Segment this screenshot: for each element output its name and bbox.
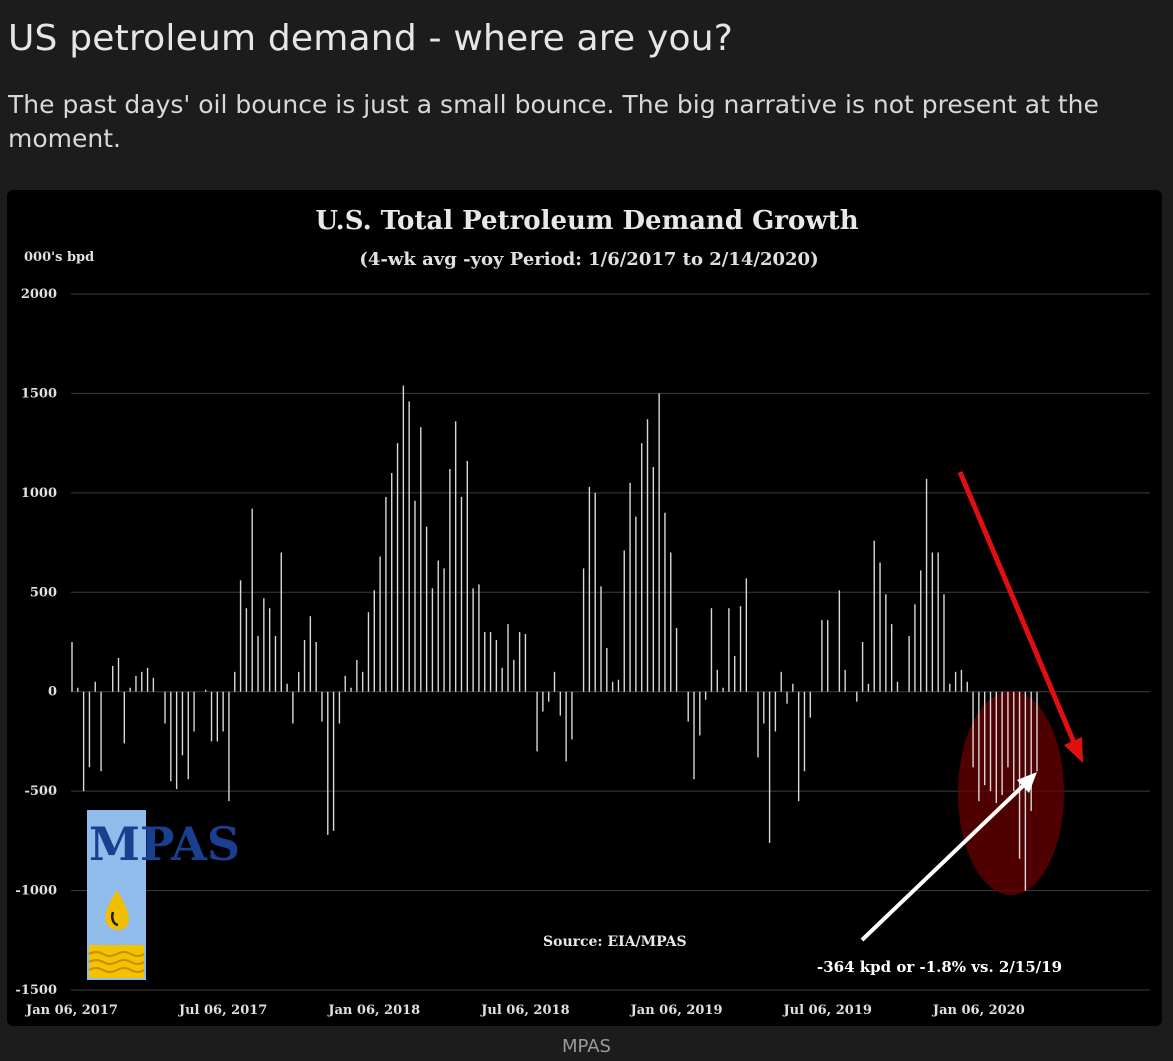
mpas-logo: MPAS — [87, 810, 240, 980]
demand-growth-chart: 2000 1500 1000 500 0 -500 -1000 -1500 Jan 06, 2… — [15, 206, 1150, 1018]
trend-arrow — [957, 471, 1083, 763]
image-caption: MPAS — [562, 1036, 611, 1057]
annotation-arrow — [860, 772, 1037, 942]
annotation-text: -364 kpd or -1.8% vs. 2/15/19 — [817, 958, 1062, 976]
chart-panel: 2000 1500 1000 500 0 -500 -1000 -1500 Jan 06, 2… — [7, 190, 1162, 1026]
chart-title: U.S. Total Petroleum Demand Growth — [315, 206, 858, 236]
y-tick-label: 0 — [48, 685, 57, 700]
y-tick-label: 1500 — [21, 386, 57, 401]
x-tick-label: Jul 06, 2017 — [178, 1003, 267, 1018]
x-tick-labels: Jan 06, 2017 Jul 06, 2017 Jan 06, 2018 Jul … — [25, 1003, 1025, 1018]
y-tick-label: 1000 — [21, 486, 57, 501]
y-tick-label: -1500 — [15, 983, 57, 998]
article-deck: The past days' oil bounce is just a smal… — [8, 90, 1099, 153]
gridlines — [71, 293, 1150, 991]
x-tick-label: Jul 06, 2019 — [783, 1003, 872, 1018]
y-tick-label: -1000 — [15, 884, 57, 899]
chart-subtitle: (4-wk avg -yoy Period: 1/6/2017 to 2/14/… — [359, 249, 818, 270]
bar-series-highlighted — [966, 681, 1038, 891]
x-tick-label: Jan 06, 2017 — [25, 1003, 118, 1018]
x-tick-label: Jul 06, 2018 — [480, 1003, 569, 1018]
y-tick-label: 2000 — [21, 287, 57, 302]
x-tick-label: Jan 06, 2019 — [630, 1003, 723, 1018]
x-tick-label: Jan 06, 2020 — [932, 1003, 1025, 1018]
y-tick-labels: 2000 1500 1000 500 0 -500 -1000 -1500 — [15, 287, 57, 998]
y-tick-label: 500 — [30, 585, 57, 600]
y-axis-label: 000's bpd — [24, 250, 94, 265]
svg-text:MPAS: MPAS — [89, 817, 240, 871]
y-tick-label: -500 — [24, 784, 57, 799]
highlight-ellipse — [958, 691, 1064, 895]
bar-series — [71, 385, 963, 843]
oil-drop-icon — [105, 890, 129, 930]
source-note: Source: EIA/MPAS — [543, 934, 687, 950]
article-headline: US petroleum demand - where are you? — [8, 18, 734, 59]
x-tick-label: Jan 06, 2018 — [327, 1003, 420, 1018]
